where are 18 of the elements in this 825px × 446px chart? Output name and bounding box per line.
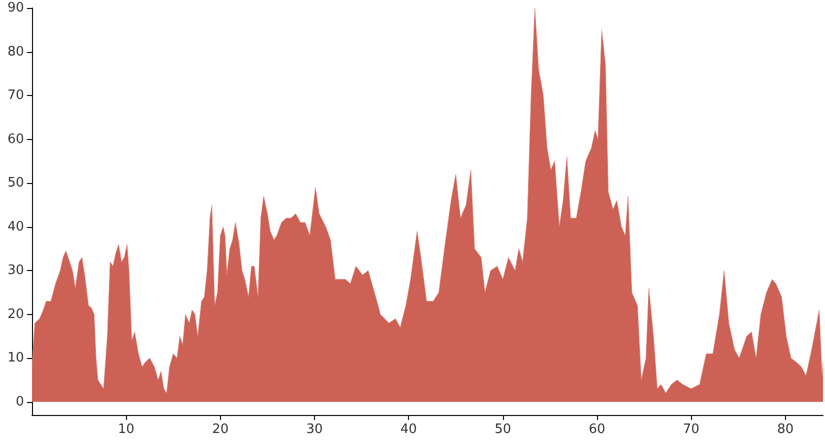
x-tick-label: 60	[588, 422, 606, 437]
x-tick-label: 10	[118, 422, 134, 437]
y-tick-label: 10	[7, 350, 24, 366]
y-tick-label: 0	[16, 394, 24, 410]
y-tick-label: 30	[7, 263, 24, 278]
y-tick-label: 60	[7, 132, 24, 147]
x-tick-label: 40	[400, 422, 417, 437]
y-tick-label: 20	[7, 306, 24, 322]
y-tick-label: 40	[7, 219, 24, 234]
y-tick-label: 80	[7, 44, 24, 60]
y-tick-label: 70	[7, 88, 24, 104]
x-tick-label: 20	[212, 422, 229, 437]
y-tick-label: 50	[7, 176, 24, 191]
x-tick-label: 80	[777, 422, 794, 437]
y-tick-label: 90	[7, 0, 24, 16]
x-tick-label: 70	[682, 422, 700, 437]
x-tick-label: 30	[306, 422, 323, 437]
x-tick-label: 50	[494, 422, 512, 437]
